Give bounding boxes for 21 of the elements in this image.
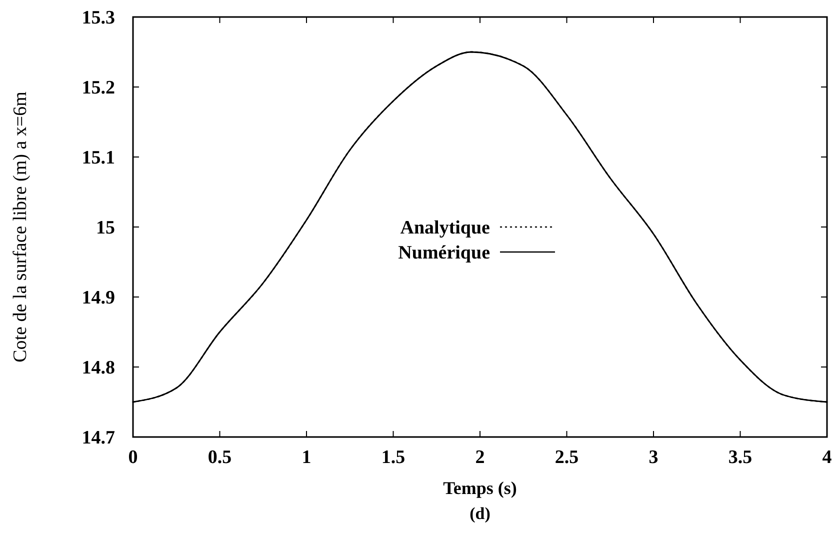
y-tick-label: 14.7	[82, 428, 116, 449]
legend-label: Numérique	[398, 242, 490, 264]
y-tick-label: 15.2	[82, 78, 115, 99]
x-tick-label: 1	[302, 447, 312, 468]
y-axis-title: Cote de la surface libre (m) a x=6m	[10, 91, 31, 362]
x-tick-label: 3	[648, 447, 658, 468]
x-tick-label: 3.5	[728, 447, 752, 468]
y-tick-label: 14.9	[82, 288, 115, 309]
x-axis-title: Temps (s)	[443, 478, 517, 498]
text: (d)	[470, 504, 490, 523]
x-tick-label: 4	[822, 447, 832, 468]
x-tick-label: 2.5	[554, 447, 579, 468]
y-tick-label: 15.3	[82, 8, 115, 29]
x-tick-label: 0.5	[208, 447, 232, 468]
x-tick-label: 1.5	[381, 447, 406, 468]
y-tick-label: 14.8	[82, 358, 115, 379]
x-tick-label: 2	[475, 447, 485, 468]
y-tick-label: 15	[96, 218, 115, 239]
legend-label: Analytique	[400, 218, 490, 239]
y-tick-label: 15.1	[82, 148, 115, 169]
x-tick-label: 0	[128, 447, 138, 468]
